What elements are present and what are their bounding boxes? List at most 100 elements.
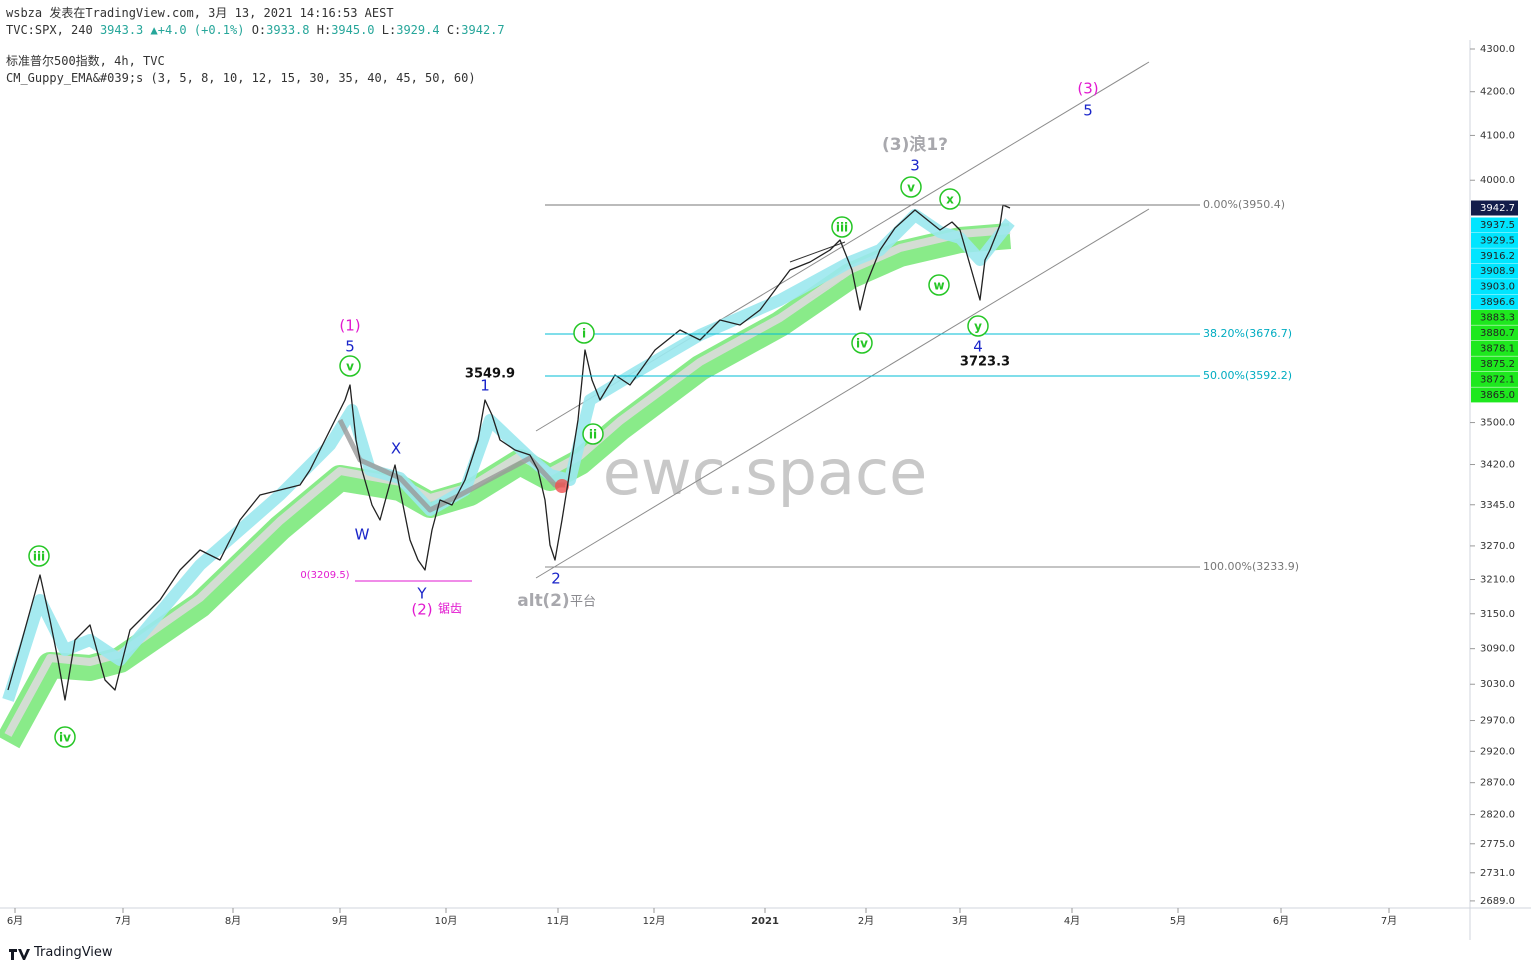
wave-label: iv	[856, 337, 868, 351]
time-tick-label: 11月	[547, 915, 570, 927]
ohlc-h-label: H:	[316, 23, 332, 37]
time-tick-label: 7月	[115, 915, 131, 927]
wave-label: 3549.9	[465, 367, 515, 382]
ema-fast-label-box	[1471, 263, 1518, 279]
wave-circle	[851, 332, 873, 354]
channel-lower	[535, 208, 1150, 579]
time-tick-label: 9月	[332, 915, 348, 927]
ema-cross	[555, 479, 569, 493]
price-path	[7, 204, 1011, 701]
ema-slow-label-box	[1471, 371, 1518, 387]
wave-label: 5	[345, 338, 355, 356]
wave-circle	[54, 726, 76, 748]
ema-fast-label: 3916.2	[1480, 251, 1515, 262]
ohlc-o-label: O:	[251, 23, 267, 37]
ohlc-c: 3942.7	[461, 23, 505, 37]
wave-label: iii	[836, 221, 848, 235]
fib-label: 100.00%(3233.9)	[1203, 560, 1299, 573]
symbol: TVC:SPX, 240	[6, 23, 93, 37]
wave-label: v	[907, 181, 915, 195]
wave-label: 3723.3	[960, 355, 1010, 370]
wave-label: X	[391, 440, 401, 458]
wave-circle	[339, 355, 361, 377]
wave-label: ii	[589, 428, 597, 442]
price-tick-label: 3420.0	[1480, 460, 1515, 471]
wave-label: y	[974, 320, 982, 334]
wave-label: 1	[480, 377, 490, 395]
watermark: ewc.space	[603, 436, 928, 509]
time-tick-label: 6月	[1273, 915, 1289, 927]
wave-circle	[28, 545, 50, 567]
ema-slow-label: 3865.0	[1480, 390, 1515, 401]
ohlc-h: 3945.0	[331, 23, 375, 37]
ema-slow-label-box	[1471, 309, 1518, 325]
wave-label: 2	[551, 570, 561, 588]
wave-label: 锯齿	[438, 601, 462, 616]
ema-fast-label: 3929.5	[1480, 235, 1515, 246]
price-tick-label: 4200.0	[1480, 87, 1515, 98]
time-tick-label: 7月	[1381, 915, 1397, 927]
time-tick-label: 10月	[435, 915, 458, 927]
header: wsbza 发表在TradingView.com, 3月 13, 2021 14…	[6, 5, 505, 87]
series-name: 标准普尔500指数, 4h, TVC	[6, 54, 165, 68]
wave-label: i	[582, 327, 586, 341]
wave-circle	[928, 274, 950, 296]
price: 3943.3	[99, 23, 144, 37]
price-tick-label: 3345.0	[1480, 500, 1515, 511]
wave-circle	[939, 188, 961, 210]
ema-slow-label-box	[1471, 387, 1518, 403]
wave-label: x	[946, 193, 954, 207]
price-tick-label: 2775.0	[1480, 839, 1515, 850]
wave-label: w	[933, 279, 944, 293]
wave-label: alt	[517, 591, 542, 611]
price-tick-label: 3500.0	[1480, 418, 1515, 429]
wave-label: (3)浪1?	[882, 134, 948, 155]
price-tick-label: 3270.0	[1480, 541, 1515, 552]
wave-label: (2)	[411, 601, 432, 619]
price-tick-label: 3210.0	[1480, 575, 1515, 586]
price-tick-label: 2731.0	[1480, 868, 1515, 879]
ema-fast-label-box	[1471, 232, 1518, 248]
time-tick-label: 4月	[1064, 915, 1080, 927]
price-tick-label: 2920.0	[1480, 746, 1515, 757]
price-tick-label: 3150.0	[1480, 609, 1515, 620]
ema-fast-label-box	[1471, 294, 1518, 310]
ohlc-o: 3933.8	[266, 23, 310, 37]
ema-slow-label: 3883.3	[1480, 312, 1515, 323]
ema-slow-label: 3880.7	[1480, 328, 1515, 339]
wave-label: Y	[416, 585, 427, 603]
price-tick-label: 2689.0	[1480, 896, 1515, 907]
brand: TradingView	[34, 945, 113, 960]
last-price-box	[1471, 200, 1518, 216]
last-price: 3942.7	[1480, 203, 1515, 214]
time-tick-label: 6月	[7, 915, 23, 927]
price-tick-label: 4100.0	[1480, 130, 1515, 141]
price-tick-label: 2970.0	[1480, 716, 1515, 727]
wave-label: iii	[33, 550, 45, 564]
ohlc-c-label: C:	[446, 23, 462, 37]
wave-label: 0(3209.5)	[300, 570, 349, 581]
ohlc-l: 3929.4	[396, 23, 440, 37]
published: wsbza 发表在TradingView.com, 3月 13, 2021 14…	[6, 6, 394, 20]
time-tick-label: 3月	[952, 915, 968, 927]
ema-fast-ribbon	[2, 209, 1015, 702]
price-tick-label: 3030.0	[1480, 679, 1515, 690]
wave-circle	[967, 315, 989, 337]
wave-circle	[831, 216, 853, 238]
footer: TradingView	[8, 945, 113, 960]
logo	[9, 948, 30, 960]
wave-label: iv	[59, 731, 71, 745]
wave-label: 5	[1083, 102, 1093, 120]
wave-label: v	[346, 360, 354, 374]
price-tick-label: 4300.0	[1480, 44, 1515, 55]
ema-slow-label: 3872.1	[1480, 374, 1515, 385]
change: ▲+4.0 (+0.1%)	[150, 23, 245, 37]
time-tick-label: 2021	[751, 916, 779, 927]
ema-slow-label-box	[1471, 325, 1518, 341]
ema-slow-label-box	[1471, 356, 1518, 372]
ema-slow-label: 3878.1	[1480, 343, 1515, 354]
price-tick-label: 2870.0	[1480, 778, 1515, 789]
wave-label: 4	[973, 338, 983, 356]
price-tick-label: 3090.0	[1480, 644, 1515, 655]
